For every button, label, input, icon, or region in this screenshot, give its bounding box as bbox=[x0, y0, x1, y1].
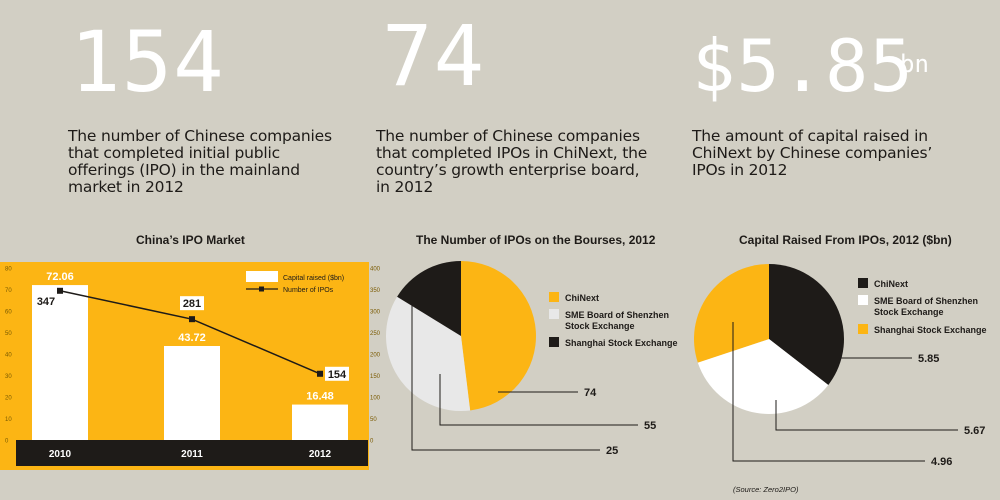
y2-axis-tick-label: 0 bbox=[370, 439, 374, 445]
category-tick-label: 2012 bbox=[309, 449, 332, 460]
legend-label: Shanghai Stock Exchange bbox=[874, 325, 987, 335]
leader-line bbox=[411, 299, 600, 451]
line-data-label: 347 bbox=[37, 296, 55, 308]
source-note: (Source: Zero2IPO) bbox=[733, 485, 799, 494]
leader-line bbox=[439, 374, 638, 426]
slice-value-label: 25 bbox=[606, 445, 618, 457]
stat-description-chinext-count: The number of Chinese companies that com… bbox=[376, 127, 648, 196]
legend-swatch bbox=[858, 295, 868, 305]
line-data-label: 281 bbox=[183, 298, 201, 310]
legend-swatch-bar bbox=[246, 271, 278, 282]
legend-label: SME Board of Shenzhen Stock Exchange bbox=[565, 310, 669, 331]
category-axis-strip bbox=[16, 440, 368, 466]
y-axis-tick-label: 70 bbox=[5, 288, 12, 294]
capital-pie-slice bbox=[697, 339, 829, 414]
bar bbox=[164, 346, 220, 440]
stat-description-ipo-count: The number of Chinese companies that com… bbox=[68, 127, 332, 196]
leader-line bbox=[732, 322, 925, 462]
slice-value-label: 4.96 bbox=[931, 456, 952, 468]
y2-axis-tick-label: 400 bbox=[370, 267, 381, 273]
ipo-count-pie-slice bbox=[397, 261, 461, 336]
stat-value-capital: $5.85 bbox=[692, 24, 914, 108]
y2-axis-tick-label: 200 bbox=[370, 353, 381, 359]
legend-swatch-point bbox=[259, 286, 264, 292]
line-data-label: 154 bbox=[328, 369, 347, 381]
chart-title-capital-raised: Capital Raised From IPOs, 2012 ($bn) bbox=[739, 233, 952, 247]
y2-axis-tick-label: 50 bbox=[370, 417, 377, 423]
category-tick-label: 2010 bbox=[49, 449, 72, 460]
bar-data-label: 43.72 bbox=[178, 332, 206, 344]
ipo-count-pie-slice bbox=[461, 261, 536, 411]
y-axis-tick-label: 80 bbox=[5, 267, 12, 273]
legend-swatch bbox=[549, 292, 559, 302]
bar-data-label: 16.48 bbox=[306, 391, 334, 403]
y2-axis-tick-label: 300 bbox=[370, 310, 381, 316]
y-axis-tick-label: 50 bbox=[5, 331, 12, 337]
line-point bbox=[57, 287, 63, 294]
legend-label: ChiNext bbox=[874, 279, 908, 289]
y-axis-tick-label: 60 bbox=[5, 310, 12, 316]
bar-data-label: 72.06 bbox=[46, 271, 74, 283]
legend-label: ChiNext bbox=[565, 293, 599, 303]
bar bbox=[32, 285, 88, 440]
line-point bbox=[317, 370, 323, 377]
bar bbox=[292, 404, 348, 440]
stat-description-capital: The amount of capital raised in ChiNext … bbox=[692, 127, 933, 179]
y-axis-tick-label: 0 bbox=[5, 439, 9, 445]
leader-line bbox=[775, 400, 958, 431]
legend-swatch bbox=[549, 309, 559, 319]
slice-value-label: 55 bbox=[644, 420, 656, 432]
ipo-count-pie-slice bbox=[386, 296, 471, 411]
legend-swatch bbox=[549, 337, 559, 347]
legend-label: Shanghai Stock Exchange bbox=[565, 338, 678, 348]
legend-label-line: Number of IPOs bbox=[283, 287, 334, 294]
capital-pie-slice bbox=[693, 263, 769, 363]
y2-axis-tick-label: 350 bbox=[370, 288, 381, 294]
slice-value-label: 74 bbox=[584, 387, 597, 399]
stat-value-ipo-count: 154 bbox=[70, 13, 225, 111]
chart-title-ipo-bourses: The Number of IPOs on the Bourses, 2012 bbox=[416, 233, 656, 247]
legend-label: SME Board of Shenzhen Stock Exchange bbox=[874, 296, 978, 317]
y2-axis-tick-label: 150 bbox=[370, 374, 381, 380]
y-axis-tick-label: 10 bbox=[5, 417, 12, 423]
slice-value-label: 5.67 bbox=[964, 425, 985, 437]
y-axis-tick-label: 30 bbox=[5, 374, 12, 380]
legend-swatch bbox=[858, 278, 868, 288]
category-tick-label: 2011 bbox=[181, 449, 203, 460]
line-data-label-bg bbox=[325, 366, 349, 381]
chart-title-ipo-market: China’s IPO Market bbox=[136, 233, 245, 247]
stat-value-chinext-count: 74 bbox=[382, 7, 486, 105]
stat-unit-capital: bn bbox=[900, 50, 929, 78]
capital-pie-slice bbox=[769, 264, 844, 385]
y2-axis-tick-label: 100 bbox=[370, 396, 381, 402]
line-point bbox=[189, 316, 195, 323]
y2-axis-tick-label: 250 bbox=[370, 331, 381, 337]
y-axis-tick-label: 40 bbox=[5, 353, 12, 359]
line-data-label-bg bbox=[180, 296, 204, 311]
y-axis-tick-label: 20 bbox=[5, 396, 12, 402]
slice-value-label: 5.85 bbox=[918, 353, 939, 365]
legend-label-bar: Capital raised ($bn) bbox=[283, 275, 344, 282]
legend-swatch bbox=[858, 324, 868, 334]
